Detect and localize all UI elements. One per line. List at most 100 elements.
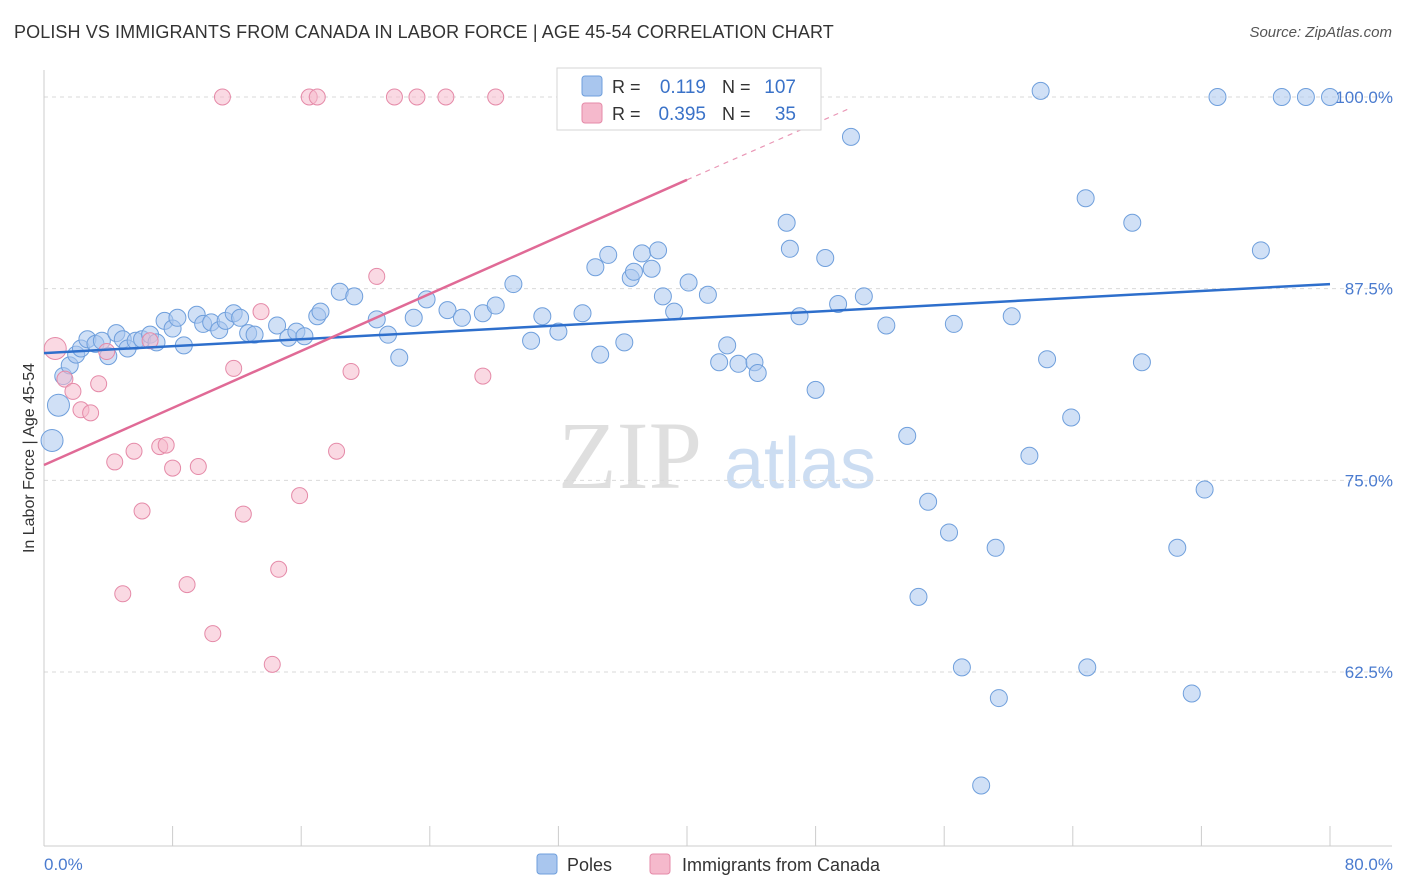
series-legend: Poles Immigrants from Canada xyxy=(536,853,881,875)
point-poles-88 xyxy=(1002,307,1021,326)
point-poles-58 xyxy=(632,244,651,263)
x-tick-label-0: 0.0% xyxy=(44,855,83,874)
point-canada-6 xyxy=(98,343,116,361)
legend-r-value-canada: 0.395 xyxy=(658,104,706,125)
point-poles-64 xyxy=(698,285,717,304)
point-canada-13 xyxy=(157,436,175,454)
point-poles-65 xyxy=(710,353,729,372)
point-poles-44 xyxy=(452,308,471,327)
point-poles-55 xyxy=(615,333,634,352)
point-poles-59 xyxy=(642,259,661,278)
point-poles-72 xyxy=(790,307,809,326)
point-poles-100 xyxy=(1208,88,1227,106)
point-poles-46 xyxy=(486,296,505,315)
point-canada-30 xyxy=(385,88,403,106)
point-poles-86 xyxy=(986,538,1005,557)
point-poles-70 xyxy=(777,213,796,232)
point-canada-20 xyxy=(234,505,252,523)
point-poles-54 xyxy=(599,245,618,264)
series-canada xyxy=(43,88,505,673)
point-canada-1 xyxy=(56,370,74,388)
point-poles-37 xyxy=(345,287,364,306)
legend-n-label-canada: N = xyxy=(722,104,751,124)
watermark-atlas: atlas xyxy=(724,424,876,504)
point-canada-9 xyxy=(125,442,143,460)
point-poles-97 xyxy=(1168,538,1187,557)
point-poles-101 xyxy=(1251,241,1270,260)
point-poles-0 xyxy=(40,428,64,452)
point-poles-78 xyxy=(877,316,896,335)
legend-r-label-poles: R = xyxy=(612,77,641,97)
point-poles-98 xyxy=(1182,684,1201,703)
point-poles-60 xyxy=(649,241,668,260)
point-canada-31 xyxy=(408,88,426,106)
bottom-legend-label-canada: Immigrants from Canada xyxy=(682,855,881,875)
watermark-zip: ZIP xyxy=(558,402,702,509)
point-poles-69 xyxy=(748,364,767,382)
legend-n-value-poles: 107 xyxy=(764,77,796,98)
point-poles-62 xyxy=(665,302,684,321)
point-poles-81 xyxy=(919,492,938,511)
point-poles-85 xyxy=(972,776,991,795)
point-poles-33 xyxy=(295,327,314,346)
legend-n-label-poles: N = xyxy=(722,77,751,97)
point-canada-8 xyxy=(114,585,132,603)
point-canada-14 xyxy=(164,459,182,477)
point-poles-103 xyxy=(1296,88,1315,106)
point-poles-94 xyxy=(1078,658,1097,677)
series-poles xyxy=(40,81,1339,795)
point-poles-27 xyxy=(231,308,250,327)
point-canada-21 xyxy=(252,303,270,321)
point-poles-102 xyxy=(1272,88,1291,106)
x-tick-label-1: 80.0% xyxy=(1345,855,1393,874)
point-poles-50 xyxy=(549,322,568,341)
point-canada-4 xyxy=(82,404,100,422)
legend-n-value-canada: 35 xyxy=(775,104,796,125)
point-canada-32 xyxy=(437,88,455,106)
point-poles-99 xyxy=(1195,480,1214,499)
point-canada-0 xyxy=(43,336,67,360)
point-poles-73 xyxy=(806,380,825,399)
source-label: Source: ZipAtlas.com xyxy=(1249,24,1392,41)
point-canada-7 xyxy=(106,453,124,471)
point-poles-92 xyxy=(1062,408,1081,427)
point-poles-74 xyxy=(816,249,835,267)
point-canada-34 xyxy=(487,88,505,106)
trend-line-poles xyxy=(43,282,1331,355)
point-poles-104 xyxy=(1321,88,1339,106)
point-poles-40 xyxy=(390,348,409,367)
point-canada-24 xyxy=(291,487,309,505)
point-poles-75 xyxy=(829,295,848,313)
point-canada-10 xyxy=(133,502,151,520)
point-poles-79 xyxy=(898,426,917,445)
point-poles-83 xyxy=(944,314,963,333)
point-poles-66 xyxy=(718,336,737,355)
point-poles-53 xyxy=(591,345,610,364)
point-poles-1 xyxy=(46,393,70,417)
point-poles-63 xyxy=(679,273,698,292)
chart-title: POLISH VS IMMIGRANTS FROM CANADA IN LABO… xyxy=(14,22,834,42)
y-axis-label: In Labor Force | Age 45-54 xyxy=(21,363,38,553)
stats-legend: R = 0.119 N = 107 R = 0.395 N = 35 xyxy=(556,67,822,131)
point-canada-11 xyxy=(141,332,159,350)
point-canada-26 xyxy=(308,88,326,106)
point-canada-27 xyxy=(328,442,346,460)
point-poles-80 xyxy=(909,587,928,606)
point-canada-28 xyxy=(342,362,360,380)
point-poles-96 xyxy=(1132,353,1151,372)
point-poles-41 xyxy=(404,308,423,327)
tick-labels: 62.5% 75.0% 87.5% 100.0% 0.0% 80.0% xyxy=(44,88,1393,874)
point-canada-5 xyxy=(90,375,108,393)
point-poles-48 xyxy=(522,331,541,350)
bottom-legend-label-poles: Poles xyxy=(567,855,612,875)
y-tick-label-1: 75.0% xyxy=(1345,471,1393,490)
y-tick-label-2: 87.5% xyxy=(1345,280,1393,299)
point-poles-77 xyxy=(854,287,873,306)
point-poles-93 xyxy=(1076,189,1095,208)
point-poles-52 xyxy=(586,258,605,277)
point-poles-47 xyxy=(504,275,523,294)
legend-r-label-canada: R = xyxy=(612,104,641,124)
point-poles-35 xyxy=(311,302,330,321)
point-poles-87 xyxy=(989,689,1008,708)
